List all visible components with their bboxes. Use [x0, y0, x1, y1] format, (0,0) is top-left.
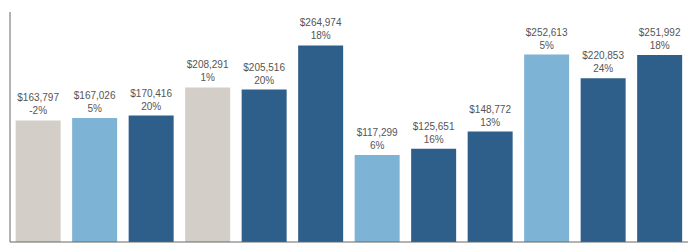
svg-text:$163,797-2%: $163,797-2%	[17, 92, 59, 116]
svg-text:$208,2911%: $208,2911%	[187, 59, 229, 83]
svg-text:$167,0265%: $167,0265%	[74, 90, 116, 114]
svg-text:$205,51620%: $205,51620%	[243, 62, 285, 86]
svg-text:$264,97418%: $264,97418%	[300, 17, 342, 41]
svg-text:$170,41620%: $170,41620%	[130, 88, 172, 112]
svg-text:$220,85324%: $220,85324%	[582, 50, 624, 74]
svg-text:$148,77213%: $148,77213%	[469, 104, 511, 128]
svg-text:$117,2996%: $117,2996%	[357, 127, 398, 151]
svg-text:$252,6135%: $252,6135%	[526, 27, 568, 51]
svg-text:$251,99218%: $251,99218%	[639, 27, 681, 51]
svg-text:$125,65116%: $125,65116%	[413, 121, 455, 145]
